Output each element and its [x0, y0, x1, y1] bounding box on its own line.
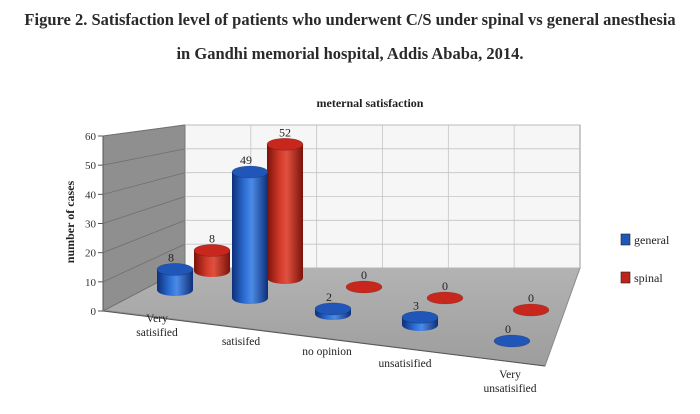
y-tick-labels: 0 10 20 30 40 50 60 — [85, 131, 97, 318]
x-category-label: unsatisified — [483, 383, 536, 395]
bar-general-top — [493, 334, 531, 348]
bar-general — [231, 165, 269, 304]
data-label-general: 49 — [240, 153, 252, 167]
bar-general-body — [232, 172, 268, 304]
figure-caption-line-2: in Gandhi memorial hospital, Addis Ababa… — [176, 44, 524, 63]
data-label-spinal: 52 — [279, 125, 291, 139]
data-label-spinal: 0 — [528, 291, 534, 305]
y-tick-label: 20 — [85, 248, 97, 260]
bar-general — [156, 263, 194, 296]
x-category-label: Very — [499, 369, 521, 381]
y-tick-label: 50 — [85, 160, 97, 172]
bar-spinal — [266, 137, 304, 284]
bar-spinal-top — [426, 291, 464, 305]
bar-general-top — [401, 310, 439, 324]
bar-spinal — [512, 303, 550, 317]
data-label-general: 3 — [413, 298, 419, 312]
bar-spinal-top — [512, 303, 550, 317]
legend-label-general: general — [634, 233, 670, 247]
chart-title: meternal satisfaction — [317, 96, 424, 110]
bar-spinal-body — [194, 250, 230, 277]
bar-general-top — [314, 302, 352, 316]
bar-general — [401, 310, 439, 331]
legend: general spinal — [620, 233, 670, 285]
y-tick-label: 10 — [85, 277, 97, 289]
gridline-side — [102, 172, 186, 195]
y-tick-label: 30 — [85, 219, 97, 231]
legend-swatch-general — [620, 233, 631, 246]
bar-general-top — [156, 263, 194, 276]
y-axis-label: number of cases — [63, 180, 77, 263]
gridline-side — [102, 124, 186, 137]
bar-spinal-top — [266, 137, 304, 151]
x-category-label: no opinion — [302, 346, 352, 358]
y-tick-label: 40 — [85, 189, 97, 201]
x-category-label: satisified — [136, 327, 178, 339]
bars — [156, 137, 550, 348]
x-category-label: unsatisified — [378, 358, 431, 370]
data-label-spinal: 0 — [442, 279, 448, 293]
gridline-side — [102, 196, 186, 224]
x-axis-line — [102, 310, 546, 367]
data-label-general: 0 — [505, 322, 511, 336]
bar-spinal-top — [193, 244, 231, 257]
legend-swatch-spinal — [620, 271, 631, 284]
x-category-label: satisifed — [222, 336, 261, 348]
gridline-side — [102, 148, 186, 166]
bar-spinal — [193, 244, 231, 277]
x-category-labels: Very satisified satisifed no opinion unsatis… — [136, 313, 537, 395]
x-category-label: Very — [146, 313, 168, 325]
bar-spinal — [426, 291, 464, 305]
y-tick-label: 60 — [85, 131, 97, 143]
bar-spinal-top — [345, 280, 383, 294]
bar-spinal-body — [267, 144, 303, 284]
y-tick-label: 0 — [91, 306, 97, 318]
bar-general-body — [157, 269, 193, 296]
bar-general-top — [231, 165, 269, 179]
data-label-general: 2 — [326, 290, 332, 304]
bar-spinal — [345, 280, 383, 294]
data-label-spinal: 0 — [361, 268, 367, 282]
gridline-side — [102, 219, 186, 254]
data-labels: 8 52 0 0 0 8 49 2 3 0 — [168, 125, 534, 336]
data-label-general: 8 — [168, 250, 174, 264]
data-label-spinal: 8 — [209, 231, 215, 245]
bar-general — [314, 302, 352, 320]
bar-general — [493, 334, 531, 348]
figure-caption-line-1: Figure 2. Satisfaction level of patients… — [24, 10, 676, 29]
gridline-side — [102, 243, 186, 283]
legend-label-spinal: spinal — [634, 271, 663, 285]
